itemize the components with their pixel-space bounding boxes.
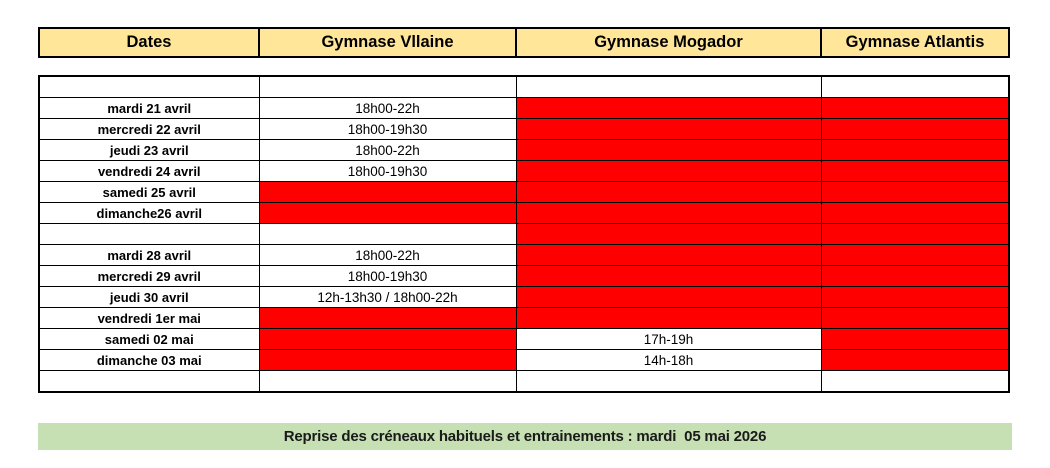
date-cell bbox=[38, 75, 260, 98]
closed-slot-cell bbox=[820, 265, 1010, 287]
table-row: vendredi 1er mai bbox=[38, 307, 1010, 329]
closed-slot-cell bbox=[515, 223, 822, 245]
closed-slot-cell bbox=[820, 223, 1010, 245]
table-row: mercredi 22 avril 18h00-19h30 bbox=[38, 118, 1010, 140]
date-cell: dimanche26 avril bbox=[38, 202, 260, 224]
closed-slot-cell bbox=[258, 307, 517, 329]
time-slot-cell: 14h-18h bbox=[515, 349, 822, 371]
table-row bbox=[38, 75, 1010, 98]
closed-slot-cell bbox=[820, 181, 1010, 203]
time-slot-cell: 18h00-19h30 bbox=[258, 265, 517, 287]
closed-slot-cell bbox=[515, 139, 822, 161]
schedule-header-row: Dates Gymnase Vllaine Gymnase Mogador Gy… bbox=[38, 27, 1010, 58]
time-slot-cell: 17h-19h bbox=[515, 328, 822, 350]
closed-slot-cell bbox=[515, 160, 822, 182]
closed-slot-cell bbox=[820, 118, 1010, 140]
closed-slot-cell bbox=[258, 328, 517, 350]
schedule-table-body: mardi 21 avril 18h00-22h mercredi 22 avril… bbox=[38, 75, 1010, 393]
table-row bbox=[38, 370, 1010, 393]
table-row: jeudi 30 avril 12h-13h30 / 18h00-22h bbox=[38, 286, 1010, 308]
closed-slot-cell bbox=[820, 160, 1010, 182]
schedule-table: mardi 21 avril 18h00-22h mercredi 22 avril… bbox=[38, 75, 1010, 393]
table-row bbox=[38, 223, 1010, 245]
closed-slot-cell bbox=[515, 202, 822, 224]
date-cell: jeudi 23 avril bbox=[38, 139, 260, 161]
table-row: dimanche26 avril bbox=[38, 202, 1010, 224]
time-slot-cell: 18h00-22h bbox=[258, 244, 517, 266]
time-slot-cell bbox=[258, 370, 517, 393]
date-cell: samedi 02 mai bbox=[38, 328, 260, 350]
footer-note: Reprise des créneaux habituels et entrai… bbox=[38, 423, 1012, 450]
date-cell bbox=[38, 370, 260, 393]
table-row: samedi 02 mai 17h-19h bbox=[38, 328, 1010, 350]
time-slot-cell bbox=[820, 370, 1010, 393]
table-row: mercredi 29 avril 18h00-19h30 bbox=[38, 265, 1010, 287]
table-row: jeudi 23 avril 18h00-22h bbox=[38, 139, 1010, 161]
closed-slot-cell bbox=[258, 181, 517, 203]
table-row: mardi 21 avril 18h00-22h bbox=[38, 97, 1010, 119]
closed-slot-cell bbox=[820, 286, 1010, 308]
date-cell: mercredi 22 avril bbox=[38, 118, 260, 140]
column-header-dates: Dates bbox=[38, 27, 260, 58]
closed-slot-cell bbox=[515, 181, 822, 203]
date-cell: vendredi 1er mai bbox=[38, 307, 260, 329]
closed-slot-cell bbox=[258, 202, 517, 224]
closed-slot-cell bbox=[515, 307, 822, 329]
date-cell: mardi 28 avril bbox=[38, 244, 260, 266]
closed-slot-cell bbox=[515, 286, 822, 308]
table-row: vendredi 24 avril 18h00-19h30 bbox=[38, 160, 1010, 182]
time-slot-cell: 18h00-19h30 bbox=[258, 160, 517, 182]
column-header-atlantis: Gymnase Atlantis bbox=[820, 27, 1010, 58]
header-row: Dates Gymnase Vllaine Gymnase Mogador Gy… bbox=[38, 27, 1010, 58]
table-row: samedi 25 avril bbox=[38, 181, 1010, 203]
time-slot-cell: 18h00-22h bbox=[258, 97, 517, 119]
column-header-vilaine: Gymnase Vllaine bbox=[258, 27, 517, 58]
closed-slot-cell bbox=[820, 328, 1010, 350]
time-slot-cell: 18h00-22h bbox=[258, 139, 517, 161]
closed-slot-cell bbox=[515, 97, 822, 119]
closed-slot-cell bbox=[820, 349, 1010, 371]
closed-slot-cell bbox=[820, 97, 1010, 119]
time-slot-cell bbox=[515, 370, 822, 393]
closed-slot-cell bbox=[820, 202, 1010, 224]
date-cell: dimanche 03 mai bbox=[38, 349, 260, 371]
time-slot-cell: 12h-13h30 / 18h00-22h bbox=[258, 286, 517, 308]
date-cell bbox=[38, 223, 260, 245]
closed-slot-cell bbox=[820, 139, 1010, 161]
table-row: dimanche 03 mai 14h-18h bbox=[38, 349, 1010, 371]
time-slot-cell bbox=[258, 223, 517, 245]
closed-slot-cell bbox=[820, 244, 1010, 266]
date-cell: mercredi 29 avril bbox=[38, 265, 260, 287]
closed-slot-cell bbox=[515, 244, 822, 266]
time-slot-cell bbox=[258, 75, 517, 98]
date-cell: mardi 21 avril bbox=[38, 97, 260, 119]
closed-slot-cell bbox=[820, 307, 1010, 329]
time-slot-cell bbox=[515, 75, 822, 98]
date-cell: vendredi 24 avril bbox=[38, 160, 260, 182]
column-header-mogador: Gymnase Mogador bbox=[515, 27, 822, 58]
date-cell: samedi 25 avril bbox=[38, 181, 260, 203]
table-row: mardi 28 avril 18h00-22h bbox=[38, 244, 1010, 266]
footer-note-text: Reprise des créneaux habituels et entrai… bbox=[283, 428, 767, 445]
time-slot-cell bbox=[820, 75, 1010, 98]
date-cell: jeudi 30 avril bbox=[38, 286, 260, 308]
time-slot-cell: 18h00-19h30 bbox=[258, 118, 517, 140]
closed-slot-cell bbox=[515, 265, 822, 287]
closed-slot-cell bbox=[258, 349, 517, 371]
closed-slot-cell bbox=[515, 118, 822, 140]
